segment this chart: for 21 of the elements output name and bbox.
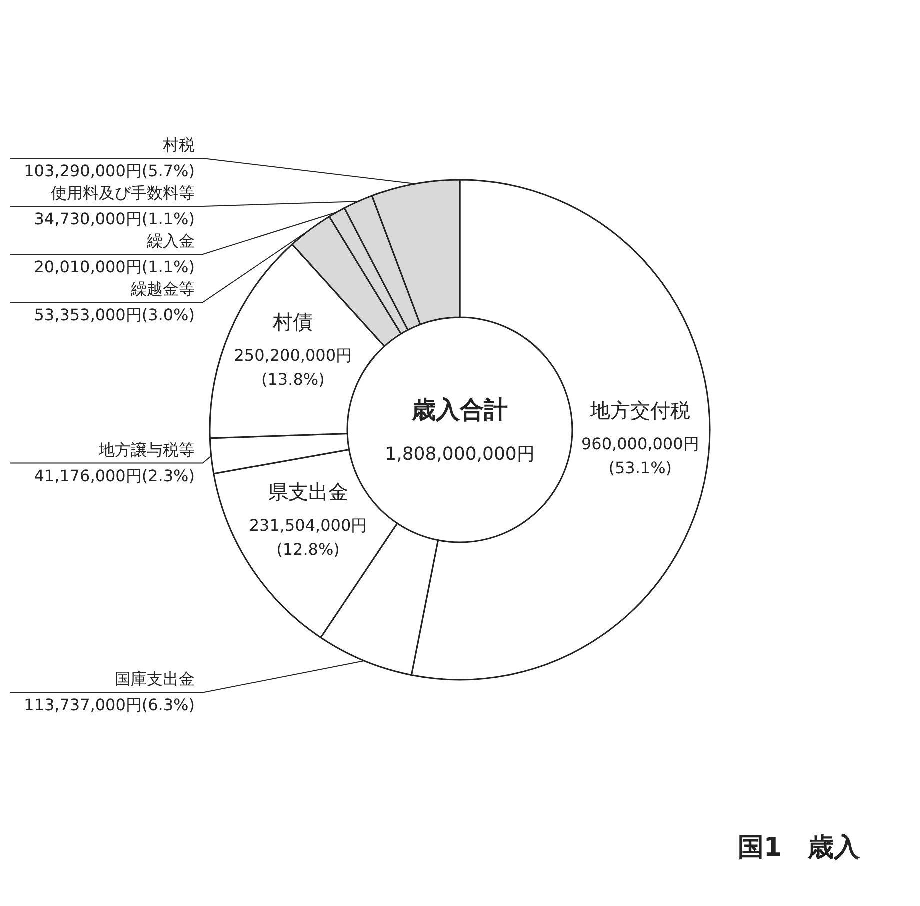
text: 1,808,000,000円 xyxy=(385,444,535,465)
text: 歳入合計 xyxy=(411,396,508,424)
data-label: 34,730,000円(1.1%) xyxy=(34,210,195,228)
data-label: 960,000,000円(53.1%) xyxy=(581,434,700,478)
slice-label: 県支出金 xyxy=(268,480,348,504)
data-label: 231,504,000円(12.8%) xyxy=(249,516,368,560)
data-label: 250,200,000円(13.8%) xyxy=(234,346,352,390)
data-label: 41,176,000円(2.3%) xyxy=(34,466,195,486)
data-label: 20,010,000円(1.1%) xyxy=(34,258,195,276)
slice-label: 村税 xyxy=(162,136,195,154)
data-label: 53,353,000円(3.0%) xyxy=(34,306,195,324)
data-label: 113,737,000円(6.3%) xyxy=(24,696,195,715)
slice-label: 繰入金 xyxy=(146,232,195,250)
text: 国1 歳入 xyxy=(738,833,861,863)
data-label: 103,290,000円(5.7%) xyxy=(24,162,195,180)
slice-label: 村債 xyxy=(272,310,314,334)
slice-label: 国庫支出金 xyxy=(115,670,195,689)
slice-label: 繰越金等 xyxy=(130,280,195,298)
slice-label: 地方交付税 xyxy=(589,398,690,423)
slice-label: 地方譲与税等 xyxy=(98,440,195,460)
slice-label: 使用料及び手数料等 xyxy=(51,184,195,202)
